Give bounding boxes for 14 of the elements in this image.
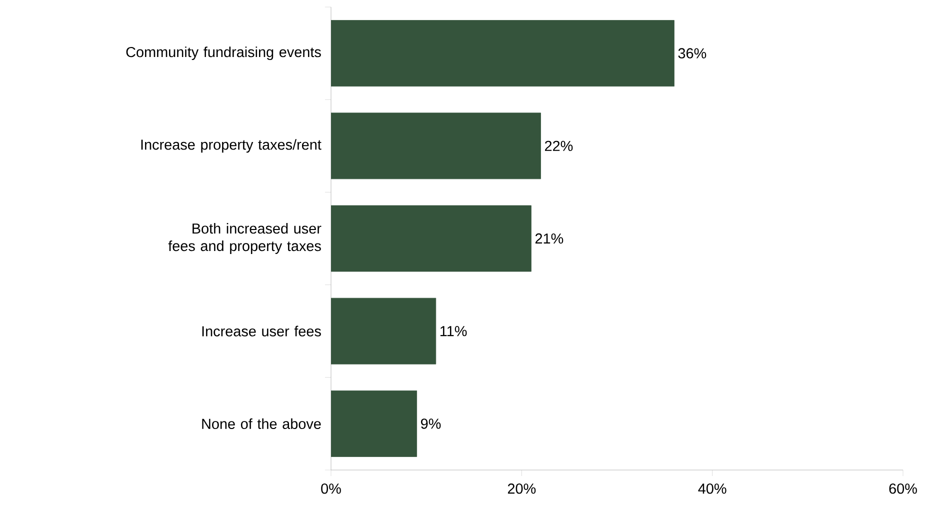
y-tick-label: Community fundraising events: [126, 46, 321, 60]
x-tick-label: 40%: [698, 484, 726, 494]
data-label: 36%: [678, 48, 706, 58]
y-tick-label: Both increased user fees and property taxes: [168, 223, 322, 254]
x-tick-label: 0%: [321, 484, 341, 494]
data-label: 22%: [544, 140, 573, 151]
y-tick-label: Increase property taxes/rent: [141, 139, 322, 153]
y-tick-label: Increase user fees: [202, 326, 321, 336]
data-label: 11%: [440, 326, 467, 336]
data-label: 21%: [535, 233, 564, 244]
x-tick-label: 20%: [508, 484, 536, 494]
y-tick-label: None of the above: [202, 418, 321, 430]
data-label: 9%: [420, 418, 441, 429]
x-tick-label: 60%: [889, 484, 917, 494]
